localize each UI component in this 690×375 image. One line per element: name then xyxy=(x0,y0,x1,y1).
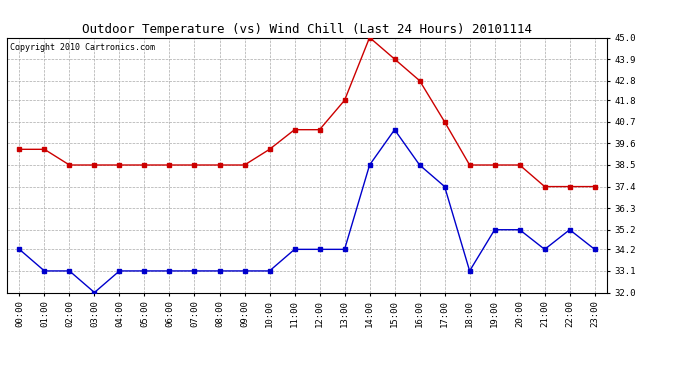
Title: Outdoor Temperature (vs) Wind Chill (Last 24 Hours) 20101114: Outdoor Temperature (vs) Wind Chill (Las… xyxy=(82,23,532,36)
Text: Copyright 2010 Cartronics.com: Copyright 2010 Cartronics.com xyxy=(10,43,155,52)
